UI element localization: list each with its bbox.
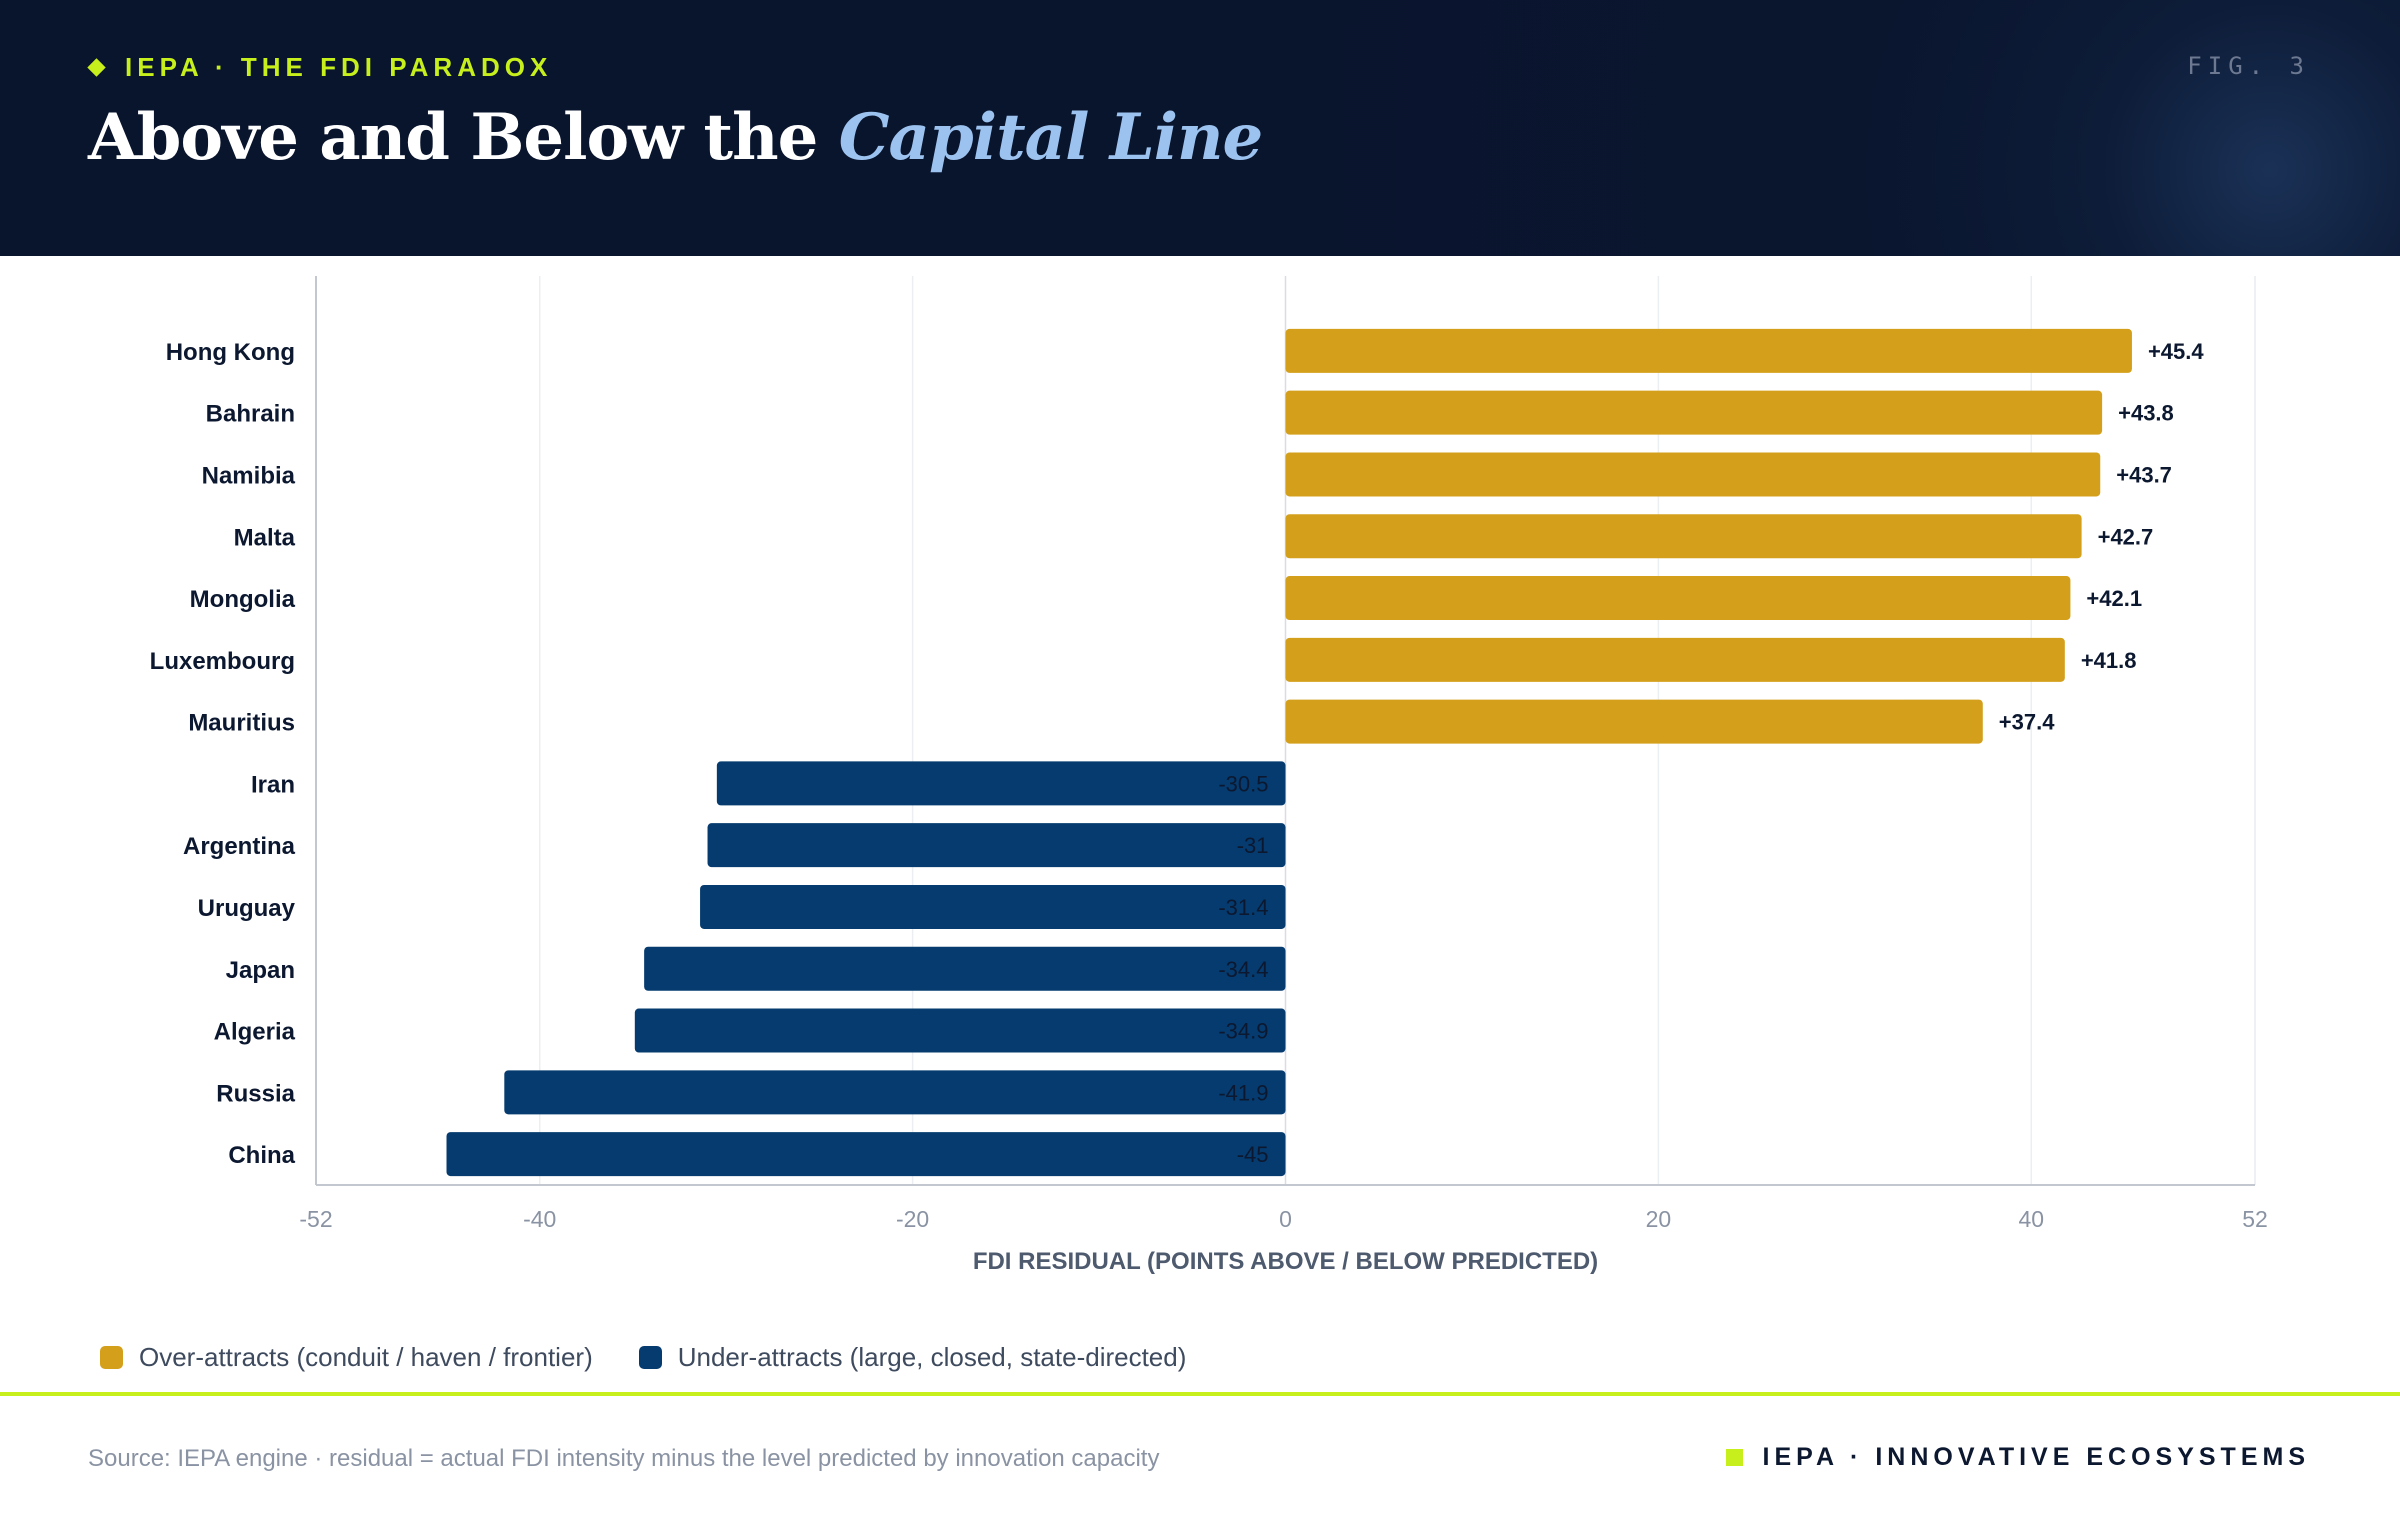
brand: IEPA · INNOVATIVE ECOSYSTEMS	[1725, 1443, 2310, 1472]
page-title: Above and Below the Capital Line	[88, 100, 1264, 175]
value-label: +43.8	[2118, 401, 2174, 426]
bar	[700, 884, 1286, 929]
bar	[1285, 452, 2101, 497]
value-label: -34.4	[1218, 957, 1268, 982]
brand-text: IEPA · INNOVATIVE ECOSYSTEMS	[1762, 1443, 2310, 1471]
bar	[1285, 390, 2103, 435]
x-tick-label: -40	[523, 1206, 556, 1232]
legend-swatch-over	[100, 1346, 123, 1369]
category-label: Malta	[234, 524, 296, 551]
legend-label-under: Under-attracts (large, closed, state-dir…	[677, 1342, 1187, 1372]
bar	[1285, 576, 2071, 621]
value-label: -45	[1237, 1142, 1269, 1167]
legend-label-over: Over-attracts (conduit / haven / frontie…	[139, 1342, 593, 1372]
value-label: -30.5	[1218, 771, 1268, 796]
category-label: Namibia	[202, 462, 296, 489]
bar	[504, 1070, 1286, 1115]
diamond-icon	[87, 57, 106, 77]
category-label: Luxembourg	[150, 648, 295, 675]
x-tick-label: -52	[299, 1206, 332, 1232]
bar	[634, 1008, 1286, 1053]
bar	[707, 823, 1286, 868]
bar-chart: -52 -40 -20 0 20 40 52 FDI RESIDUAL (POINTS ABO…	[150, 276, 2268, 1275]
kicker-text: IEPA · THE FDI PARADOX	[125, 51, 553, 82]
header: IEPA · THE FDI PARADOX FIG. 3 Above and …	[0, 0, 2400, 256]
brand-square-icon	[1725, 1449, 1743, 1466]
legend-swatch-under	[638, 1346, 662, 1369]
category-label: Japan	[226, 957, 295, 984]
bar	[1285, 328, 2132, 373]
figure-label: FIG. 3	[2187, 52, 2310, 80]
value-label: +45.4	[2148, 339, 2204, 364]
bar	[1285, 514, 2082, 559]
x-tick-label: 52	[2242, 1206, 2268, 1232]
x-tick-label: 40	[2018, 1206, 2044, 1232]
x-tick-label: 0	[1279, 1206, 1292, 1232]
value-label: -34.9	[1218, 1019, 1268, 1044]
category-label: Bahrain	[206, 401, 295, 428]
category-label: Mauritius	[188, 710, 295, 737]
category-label: Russia	[216, 1080, 295, 1107]
x-tick-label: 20	[1646, 1206, 1672, 1232]
category-label: Hong Kong	[166, 339, 295, 366]
value-label: -41.9	[1218, 1080, 1268, 1105]
category-label: Uruguay	[198, 895, 296, 922]
kicker: IEPA · THE FDI PARADOX	[86, 50, 552, 84]
value-label: +41.8	[2081, 648, 2137, 673]
category-label: Iran	[251, 771, 295, 798]
category-label: Algeria	[214, 1019, 296, 1046]
category-label: Mongolia	[190, 586, 296, 613]
bar	[1285, 637, 2065, 682]
value-label: +37.4	[1999, 710, 2055, 735]
value-label: +42.7	[2098, 524, 2154, 549]
legend: Over-attracts (conduit / haven / frontie…	[100, 1342, 1232, 1373]
value-label: +43.7	[2116, 462, 2172, 487]
legend-item-over: Over-attracts (conduit / haven / frontie…	[100, 1342, 593, 1373]
value-label: -31	[1237, 833, 1269, 858]
bar	[1285, 699, 1983, 744]
value-label: +42.1	[2086, 586, 2142, 611]
bar	[716, 761, 1286, 806]
bar	[644, 946, 1286, 991]
legend-item-under: Under-attracts (large, closed, state-dir…	[638, 1342, 1187, 1373]
title-main: Above and Below the	[88, 100, 839, 175]
category-label: Argentina	[183, 833, 296, 860]
title-accent: Capital Line	[838, 100, 1264, 175]
value-label: -31.4	[1218, 895, 1268, 920]
category-label: China	[228, 1142, 295, 1169]
x-tick-label: -20	[896, 1206, 929, 1232]
x-axis-label: FDI RESIDUAL (POINTS ABOVE / BELOW PREDI…	[973, 1248, 1598, 1275]
source-note: Source: IEPA engine · residual = actual …	[88, 1445, 1160, 1472]
bar	[446, 1132, 1286, 1177]
footer-divider	[0, 1392, 2400, 1396]
